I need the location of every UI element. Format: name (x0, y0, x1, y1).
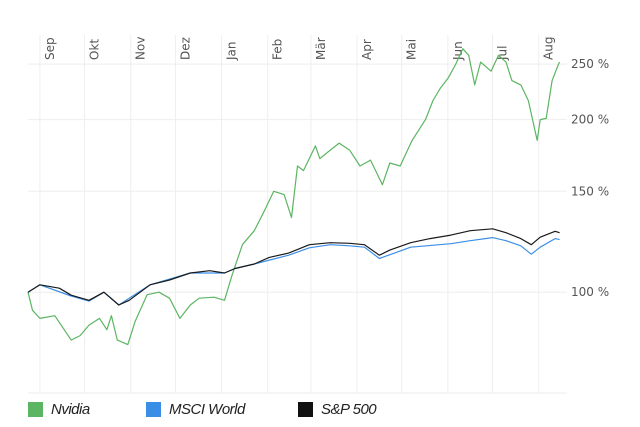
x-tick-label: Jan (225, 42, 239, 62)
y-tick-label: 150 % (571, 184, 609, 198)
legend-swatch (146, 402, 161, 417)
x-tick-label: Nov (134, 37, 148, 60)
grid (28, 35, 567, 394)
x-tick-label: Jul (496, 46, 510, 61)
legend-label: Nvidia (51, 401, 90, 418)
legend-label: S&P 500 (321, 401, 377, 418)
x-tick-label: Mär (314, 37, 328, 60)
legend-swatch (298, 402, 313, 417)
y-tick-label: 100 % (571, 285, 609, 299)
series-line-nvidia (27, 48, 561, 346)
legend-item-nvidia[interactable]: Nvidia (28, 401, 90, 418)
legend: Nvidia MSCI World S&P 500 (0, 401, 640, 421)
x-axis-month-labels: Sep Okt Nov Dez Jan Feb Mär Apr Mai Jun Jul Aug (43, 37, 556, 61)
x-tick-label: Mai (405, 39, 419, 60)
legend-label: MSCI World (169, 401, 245, 418)
x-tick-label: Aug (542, 37, 556, 60)
x-tick-label: Apr (360, 39, 374, 60)
legend-item-msci-world[interactable]: MSCI World (146, 401, 245, 418)
legend-swatch (28, 402, 43, 417)
y-tick-label: 250 % (571, 57, 609, 71)
x-tick-label: Dez (178, 37, 192, 60)
x-tick-label: Okt (88, 39, 102, 60)
x-tick-label: Jun (451, 41, 465, 61)
series-lines (27, 48, 561, 346)
series-line-s-p-500 (27, 228, 560, 306)
y-tick-label: 200 % (571, 113, 609, 127)
y-axis-labels: 100 % 150 % 200 % 250 % (571, 57, 609, 299)
x-tick-label: Feb (271, 39, 285, 60)
x-tick-label: Sep (43, 37, 57, 60)
legend-item-sp500[interactable]: S&P 500 (298, 401, 377, 418)
